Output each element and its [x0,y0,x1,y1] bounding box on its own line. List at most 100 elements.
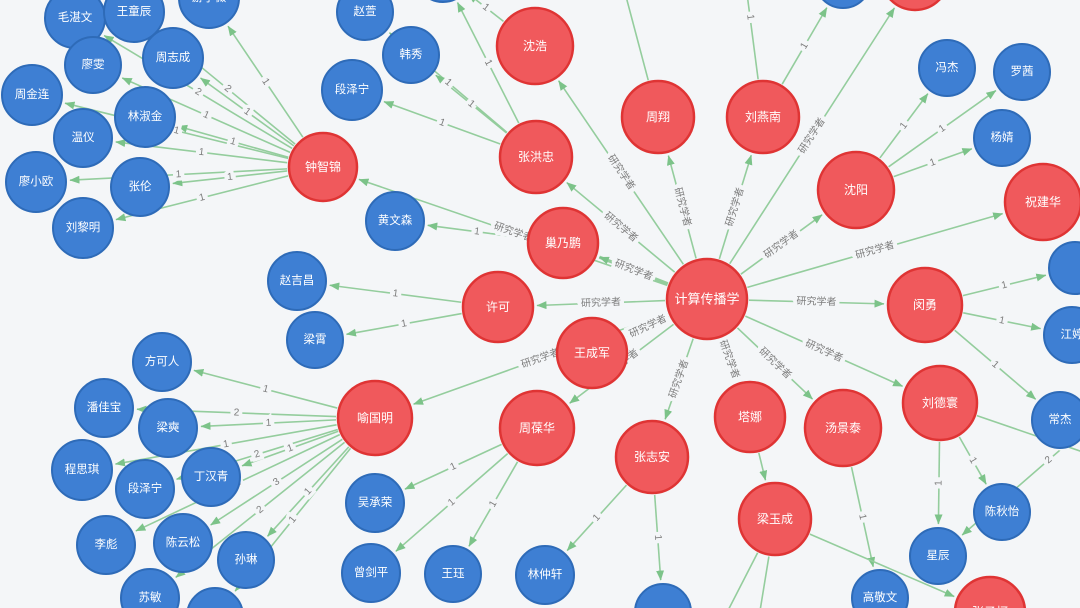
graph-node-blueright[interactable] [1048,241,1080,295]
scholar-node-circle[interactable] [620,79,696,155]
graph-node-zhanglun[interactable]: 张伦 [110,157,170,217]
person-node-circle[interactable] [120,568,180,608]
scholar-node-circle[interactable] [725,79,801,155]
graph-node-shenhao[interactable]: 沈浩 [495,6,575,86]
graph-node-minyong[interactable]: 闵勇 [886,266,964,344]
person-node-circle[interactable] [1031,391,1080,449]
graph-node-youyuwei[interactable]: 游宇薇 [178,0,240,29]
graph-node-zhouxiang[interactable]: 周翔 [620,79,696,155]
scholar-node-circle[interactable] [953,575,1027,608]
person-node-circle[interactable] [187,587,243,608]
person-node-circle[interactable] [1043,306,1080,364]
scholar-node-circle[interactable] [336,379,414,457]
person-node-circle[interactable] [64,36,122,94]
graph-node-huangwensen[interactable]: 黄文森 [365,191,425,251]
graph-node-jiangting[interactable]: 江婷 [1043,306,1080,364]
person-node-circle[interactable] [365,191,425,251]
person-node-circle[interactable] [52,197,114,259]
graph-node-zhujianhua[interactable]: 祝建华 [1003,162,1080,242]
graph-node-gaojingwen[interactable]: 高敬文 [851,569,909,608]
graph-node-hanxiu[interactable]: 韩秀 [382,26,440,84]
graph-node-sunlin[interactable]: 孙琳 [217,531,275,589]
person-node-circle[interactable] [973,483,1031,541]
scholar-node-circle[interactable] [816,150,896,230]
scholar-node-circle[interactable] [287,131,359,203]
person-node-circle[interactable] [815,0,871,9]
graph-node-tana[interactable]: 塔娜 [713,380,787,454]
scholar-node-circle[interactable] [881,0,949,12]
graph-node-luoqian[interactable]: 罗茜 [993,43,1051,101]
graph-node-dinghanqing[interactable]: 丁汉青 [181,447,241,507]
graph-node-fangkeren[interactable]: 方可人 [132,332,192,392]
graph-node-yangjing[interactable]: 杨婧 [973,109,1031,167]
graph-node-wangchengjun[interactable]: 王成军 [555,316,629,390]
person-node-circle[interactable] [286,311,344,369]
person-node-circle[interactable] [142,27,204,89]
graph-node-zhangzike[interactable]: 张子柯 [953,575,1027,608]
graph-node-chengsiqi[interactable]: 程思琪 [51,439,113,501]
graph-node-zhoujinlian[interactable]: 周金连 [1,64,63,126]
scholar-node-circle[interactable] [886,266,964,344]
graph-node-liangxiao[interactable]: 梁霄 [286,311,344,369]
graph-node-bluetopa[interactable] [415,0,471,3]
graph-node-linshujin[interactable]: 林淑金 [114,86,176,148]
scholar-node-circle[interactable] [498,119,574,195]
person-node-circle[interactable] [103,0,165,43]
graph-node-liaoxiaoou[interactable]: 廖小欧 [5,151,67,213]
graph-node-xuke[interactable]: 许可 [461,270,535,344]
graph-node-hub[interactable]: 计算传播学 [665,257,749,341]
person-node-circle[interactable] [415,0,471,3]
person-node-circle[interactable] [115,459,175,519]
person-node-circle[interactable] [1048,241,1080,295]
graph-node-liuyannan[interactable]: 刘燕南 [725,79,801,155]
person-node-circle[interactable] [341,543,401,603]
person-node-circle[interactable] [153,513,213,573]
graph-node-panjiabao[interactable]: 潘佳宝 [74,378,134,438]
scholar-node-circle[interactable] [1003,162,1080,242]
person-node-circle[interactable] [74,378,134,438]
scholar-node-circle[interactable] [555,316,629,390]
graph-node-chaonaipeng[interactable]: 巢乃鹏 [526,206,600,280]
person-node-circle[interactable] [424,545,482,603]
graph-node-liuliming[interactable]: 刘黎明 [52,197,114,259]
graph-node-wangjue[interactable]: 王珏 [424,545,482,603]
graph-node-wuchengrong[interactable]: 吴承荣 [345,473,405,533]
scholar-node-circle[interactable] [803,388,883,468]
graph-node-zhoubaohua[interactable]: 周葆华 [498,389,576,467]
person-node-circle[interactable] [110,157,170,217]
graph-node-bluetopb[interactable] [815,0,871,9]
graph-node-xingchen[interactable]: 星辰 [909,527,967,585]
person-node-circle[interactable] [53,108,113,168]
person-node-circle[interactable] [851,569,909,608]
person-node-circle[interactable] [993,43,1051,101]
scholar-node-circle[interactable] [498,389,576,467]
graph-node-liudehuan[interactable]: 刘德寰 [901,364,979,442]
graph-node-redtop[interactable] [881,0,949,12]
person-node-circle[interactable] [382,26,440,84]
graph-node-duanzeninga[interactable]: 段泽宁 [321,59,383,121]
person-node-circle[interactable] [918,39,976,97]
person-node-circle[interactable] [76,515,136,575]
graph-node-duanzeningb[interactable]: 段泽宁 [115,459,175,519]
graph-node-tangjingtai[interactable]: 汤景泰 [803,388,883,468]
person-node-circle[interactable] [345,473,405,533]
graph-node-changjie[interactable]: 常杰 [1031,391,1080,449]
person-node-circle[interactable] [5,151,67,213]
person-node-circle[interactable] [217,531,275,589]
person-node-circle[interactable] [267,251,327,311]
person-node-circle[interactable] [138,398,198,458]
graph-node-zengjianping[interactable]: 曾剑平 [341,543,401,603]
graph-node-liaowen[interactable]: 廖雯 [64,36,122,94]
graph-node-libiao[interactable]: 李彪 [76,515,136,575]
graph-node-zhanghongzhong[interactable]: 张洪忠 [498,119,574,195]
graph-node-zhongzhijin[interactable]: 钟智锦 [287,131,359,203]
graph-node-bluebottomb[interactable] [634,583,692,608]
graph-node-zhaoxuan[interactable]: 赵萱 [336,0,394,41]
graph-node-liangyucheng[interactable]: 梁玉成 [737,481,813,557]
graph-node-chenqiuyi[interactable]: 陈秋怡 [973,483,1031,541]
person-node-circle[interactable] [909,527,967,585]
scholar-node-circle[interactable] [713,380,787,454]
person-node-circle[interactable] [114,86,176,148]
person-node-circle[interactable] [336,0,394,41]
graph-node-liangshi[interactable]: 梁奭 [138,398,198,458]
